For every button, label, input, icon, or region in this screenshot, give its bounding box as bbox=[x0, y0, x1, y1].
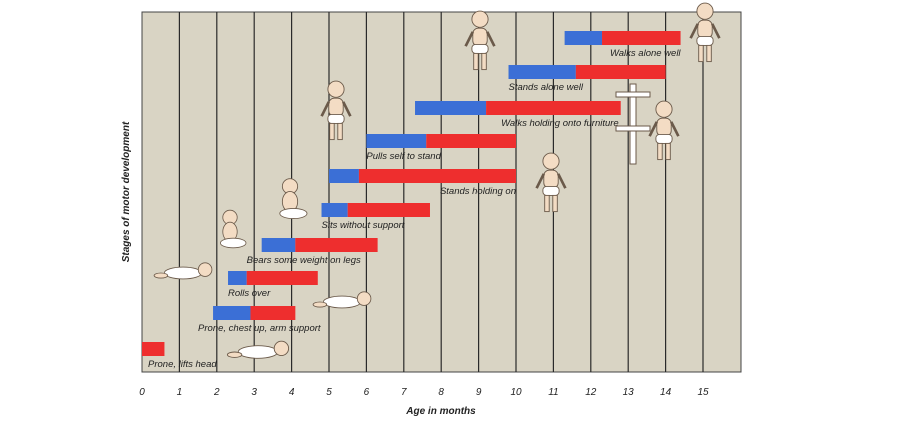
bar-typical-segment bbox=[602, 31, 681, 45]
x-tick-label: 2 bbox=[213, 387, 220, 398]
x-tick-label: 6 bbox=[364, 387, 370, 398]
y-axis-title: Stages of motor development bbox=[121, 121, 132, 262]
x-tick-label: 1 bbox=[177, 387, 183, 398]
bar-typical-segment bbox=[246, 271, 318, 285]
bar-typical-segment bbox=[347, 203, 430, 217]
x-axis-ticks: 0 1 2 3 4 5 6 7 8 9 10 11 12 13 14 15 bbox=[139, 387, 709, 398]
baby-illustration bbox=[320, 80, 352, 141]
bar-label: Pulls self to stand bbox=[366, 151, 441, 162]
bar-typical-segment bbox=[142, 342, 165, 356]
baby-illustration bbox=[648, 100, 680, 161]
bar-label: Sits without support bbox=[322, 220, 405, 231]
bar-early-segment bbox=[329, 169, 359, 183]
baby-illustrations bbox=[153, 2, 721, 359]
baby-illustration bbox=[535, 152, 567, 213]
bar-early-segment bbox=[321, 203, 348, 217]
bar-early-segment bbox=[213, 306, 251, 320]
baby-illustration bbox=[279, 178, 308, 220]
x-tick-label: 3 bbox=[251, 387, 257, 398]
bar-early-segment bbox=[228, 271, 247, 285]
bars bbox=[142, 31, 681, 356]
bar-typical-segment bbox=[250, 306, 296, 320]
bar-typical-segment bbox=[575, 65, 666, 79]
baby-illustration bbox=[689, 2, 721, 63]
bar-early-segment bbox=[415, 101, 487, 115]
x-tick-label: 8 bbox=[438, 387, 444, 398]
x-axis-title: Age in months bbox=[405, 406, 476, 417]
bar-label: Stands holding on bbox=[440, 186, 516, 197]
bar-early-segment bbox=[261, 238, 296, 252]
x-tick-label: 9 bbox=[476, 387, 482, 398]
baby-illustration bbox=[153, 262, 213, 280]
bar-label: Bears some weight on legs bbox=[247, 255, 361, 266]
furniture-illustration bbox=[615, 83, 651, 165]
x-tick-label: 15 bbox=[697, 387, 709, 398]
baby-illustration bbox=[312, 291, 372, 309]
bar-early-segment bbox=[508, 65, 576, 79]
x-tick-label: 0 bbox=[139, 387, 145, 398]
x-tick-label: 7 bbox=[401, 387, 407, 398]
x-tick-label: 10 bbox=[510, 387, 522, 398]
baby-illustration bbox=[464, 10, 496, 71]
bar-label: Walks holding onto furniture bbox=[501, 118, 619, 129]
bar-label: Prone, chest up, arm support bbox=[198, 323, 321, 334]
baby-illustration bbox=[219, 209, 247, 249]
bar-typical-segment bbox=[295, 238, 378, 252]
x-tick-label: 11 bbox=[548, 387, 558, 398]
bar-typical-segment bbox=[486, 101, 621, 115]
x-tick-label: 5 bbox=[326, 387, 332, 398]
bar-typical-segment bbox=[358, 169, 516, 183]
x-tick-label: 4 bbox=[289, 387, 295, 398]
bar-label: Walks alone well bbox=[610, 48, 681, 59]
x-tick-label: 13 bbox=[623, 387, 635, 398]
x-tick-label: 12 bbox=[585, 387, 597, 398]
bar-early-segment bbox=[366, 134, 427, 148]
bar-label: Stands alone well bbox=[509, 82, 584, 93]
bar-typical-segment bbox=[426, 134, 516, 148]
bar-label: Rolls over bbox=[228, 288, 271, 299]
bar-label: Prone, lifts head bbox=[148, 359, 217, 370]
bar-labels: Prone, lifts head Prone, chest up, arm su… bbox=[148, 48, 681, 370]
bar-early-segment bbox=[564, 31, 603, 45]
x-tick-label: 14 bbox=[660, 387, 672, 398]
baby-illustration bbox=[226, 340, 290, 359]
